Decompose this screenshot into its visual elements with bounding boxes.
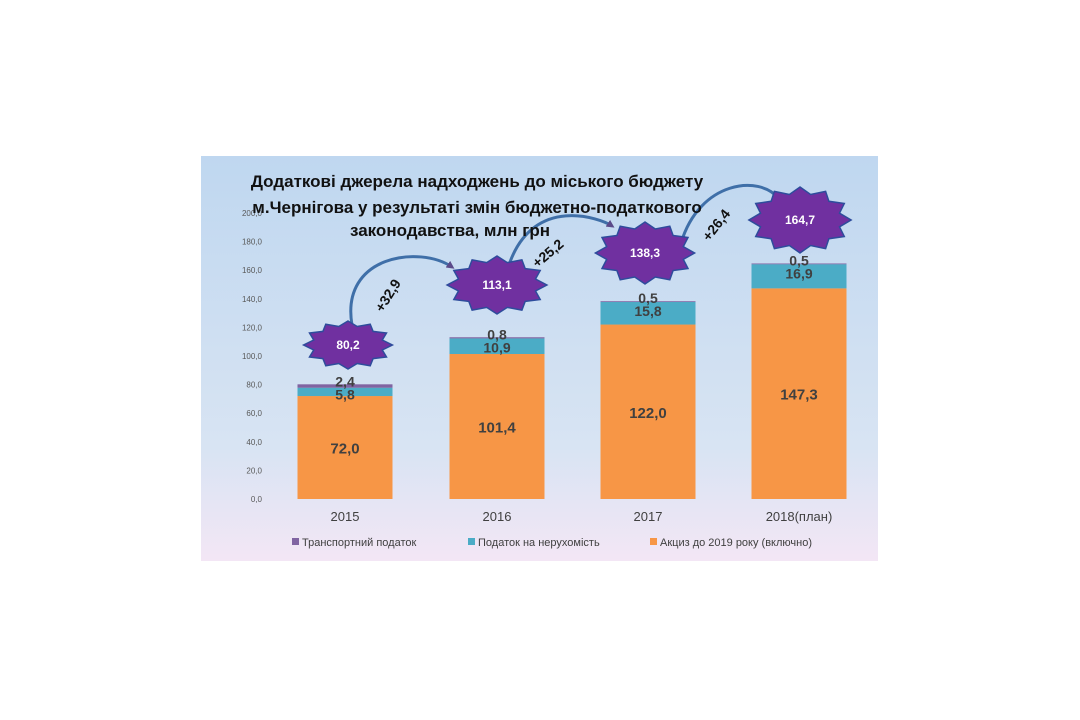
data-label: 72,0 <box>330 441 359 458</box>
chart-title: законодавства, млн грн <box>350 221 550 240</box>
y-tick-label: 60,0 <box>246 409 262 418</box>
data-label: 0,5 <box>789 252 809 268</box>
increment-arrow <box>679 184 780 244</box>
data-label: 5,8 <box>335 386 355 402</box>
chart-title: Додаткові джерела надходжень до міського… <box>251 172 704 191</box>
data-label: 122,0 <box>629 405 667 422</box>
x-tick-label: 2017 <box>634 509 663 524</box>
total-label: 138,3 <box>630 246 660 260</box>
data-label: 101,4 <box>478 419 516 436</box>
data-label: 0,8 <box>487 326 507 342</box>
y-tick-label: 160,0 <box>242 266 263 275</box>
y-tick-label: 20,0 <box>246 466 262 475</box>
bar-segment <box>449 353 545 499</box>
legend-swatch <box>650 538 657 545</box>
total-label: 113,1 <box>482 278 512 292</box>
bar-segment <box>751 288 847 499</box>
bar-segment <box>600 301 696 325</box>
y-tick-label: 180,0 <box>242 238 263 247</box>
legend-swatch <box>292 538 299 545</box>
bar-segment <box>600 301 696 303</box>
x-tick-label: 2018(план) <box>766 509 833 524</box>
bar-segment <box>751 263 847 265</box>
bar-segment <box>449 337 545 339</box>
legend-entry: Акциз до 2019 року (включно) <box>660 537 812 549</box>
y-tick-label: 100,0 <box>242 352 263 361</box>
total-starburst <box>593 221 697 285</box>
data-label: 2,4 <box>335 373 355 389</box>
y-tick-label: 200,0 <box>242 209 263 218</box>
data-label: 10,9 <box>483 339 510 355</box>
x-tick-label: 2016 <box>483 509 512 524</box>
y-tick-label: 80,0 <box>246 381 262 390</box>
bar-segment <box>297 384 393 388</box>
data-label: 147,3 <box>780 387 818 404</box>
y-tick-label: 140,0 <box>242 295 263 304</box>
bar-segment <box>600 324 696 499</box>
data-label: 15,8 <box>634 303 661 319</box>
total-label: 80,2 <box>336 338 360 352</box>
increment-arrow <box>349 255 455 326</box>
x-tick-label: 2015 <box>331 509 360 524</box>
legend-entry: Податок на нерухомість <box>478 537 600 549</box>
chart-title: м.Чернігова у результаті змін бюджетно-п… <box>252 198 701 217</box>
increment-arrow <box>508 214 615 263</box>
bar-segment <box>751 264 847 289</box>
y-tick-label: 40,0 <box>246 438 262 447</box>
legend-swatch <box>468 538 475 545</box>
y-tick-label: 0,0 <box>251 495 263 504</box>
total-starburst <box>747 186 853 254</box>
data-label: 0,5 <box>638 290 658 306</box>
bar-segment <box>449 338 545 354</box>
bar-segment <box>297 396 393 499</box>
total-starburst <box>445 255 549 315</box>
legend-entry: Транспортний податок <box>302 537 416 549</box>
data-label: 16,9 <box>785 265 812 281</box>
y-tick-label: 120,0 <box>242 323 263 332</box>
bar-segment <box>297 387 393 397</box>
total-starburst <box>301 320 395 370</box>
total-label: 164,7 <box>785 213 815 227</box>
